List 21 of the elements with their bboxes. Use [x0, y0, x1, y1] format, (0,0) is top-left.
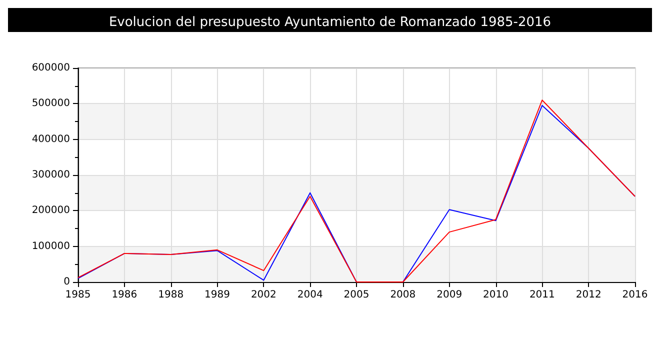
x-tick-label: 1988: [158, 290, 184, 300]
y-tick-label: 200000: [32, 205, 70, 216]
chart-title: Evolucion del presupuesto Ayuntamiento de Romanzado 1985-2016: [108, 15, 552, 30]
y-tick-label: 500000: [32, 98, 70, 110]
y-tick-label: 600000: [32, 62, 70, 74]
x-tick-label: 2011: [529, 290, 555, 300]
x-tick-label: 2009: [436, 290, 462, 300]
y-tick-label: 0: [64, 276, 70, 288]
x-tick-label: 2010: [483, 290, 508, 300]
x-tick-label: 2016: [622, 290, 648, 300]
x-tick-label: 2005: [344, 290, 370, 300]
x-tick-label: 1989: [204, 290, 230, 300]
x-tick-label: 1985: [65, 290, 91, 300]
x-tick-label: 1986: [112, 290, 138, 300]
y-tick-label: 300000: [32, 170, 70, 180]
x-tick-label: 2002: [250, 290, 276, 300]
x-tick-label: 2008: [390, 290, 416, 300]
x-tick-label: 2012: [576, 290, 602, 300]
x-tick-label: 2004: [297, 290, 323, 300]
y-tick-label: 400000: [32, 134, 70, 145]
y-tick-label: 100000: [32, 240, 70, 252]
